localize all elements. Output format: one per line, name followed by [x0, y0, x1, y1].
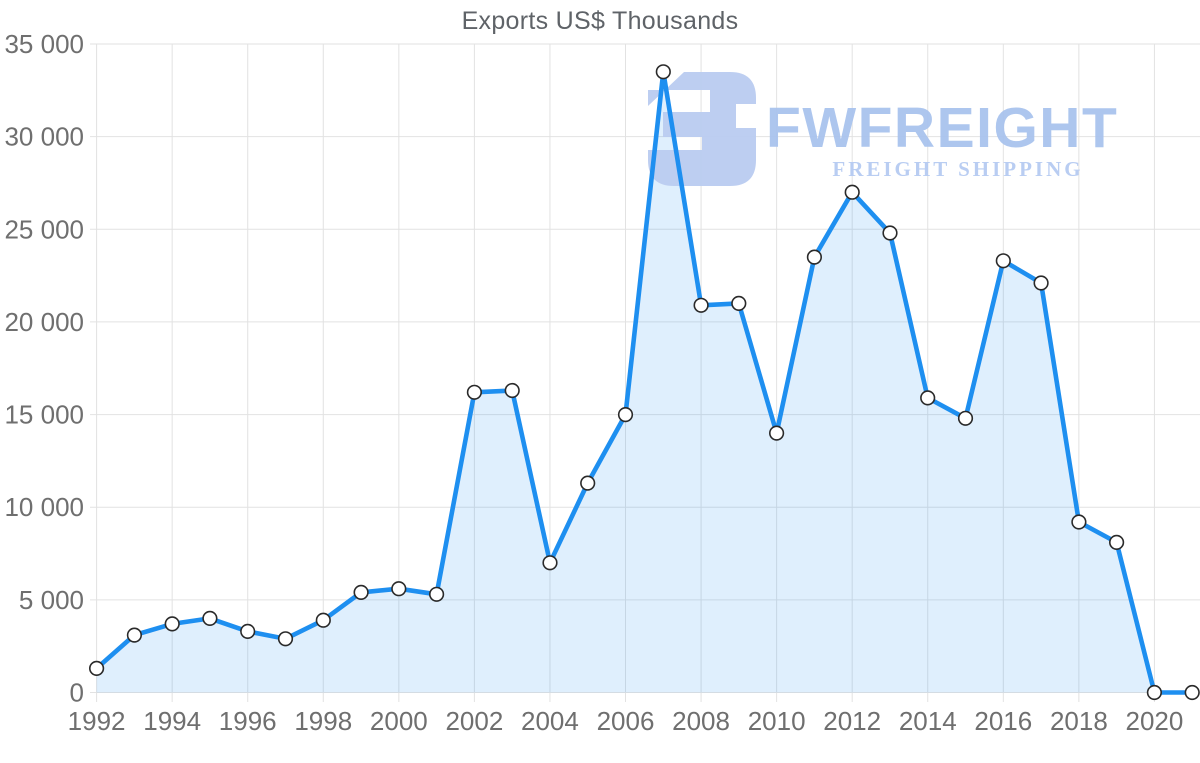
data-point-2005[interactable]: [580, 475, 596, 491]
data-point-1997[interactable]: [277, 631, 294, 647]
y-tick-label: 20 000: [4, 307, 84, 337]
data-point-2012[interactable]: [844, 184, 860, 200]
data-point-1998[interactable]: [315, 612, 331, 628]
data-point-1995[interactable]: [202, 610, 218, 627]
data-point-2014[interactable]: [920, 390, 936, 406]
x-tick-label: 2018: [1050, 706, 1108, 736]
x-tick-label: 2012: [823, 706, 881, 736]
data-point-2019[interactable]: [1108, 534, 1125, 551]
data-point-1994[interactable]: [164, 616, 180, 632]
watermark-brand-text: FWFREIGHT: [766, 96, 1118, 160]
data-point-2015[interactable]: [957, 410, 974, 426]
x-tick-label: 2008: [672, 706, 730, 736]
series-area: [96, 71, 1193, 693]
y-tick-label: 30 000: [4, 122, 84, 152]
data-point-2020[interactable]: [1146, 684, 1162, 701]
data-point-2010[interactable]: [768, 425, 785, 441]
y-tick-label: 10 000: [4, 492, 84, 522]
data-point-2009[interactable]: [731, 295, 747, 312]
data-point-2001[interactable]: [429, 586, 445, 602]
y-tick-label: 15 000: [4, 400, 84, 430]
x-tick-label: 2016: [974, 706, 1032, 736]
data-point-markers: [88, 64, 1200, 701]
watermark-tagline-text: FREIGHT SHIPPING: [832, 157, 1083, 181]
data-point-2002[interactable]: [466, 384, 483, 400]
data-point-2011[interactable]: [806, 249, 823, 265]
gridlines: [90, 43, 1200, 702]
x-tick-label: 2014: [899, 706, 957, 736]
data-point-1999[interactable]: [353, 584, 369, 601]
data-point-2008[interactable]: [693, 297, 709, 313]
x-axis-tick-labels: 1992 1994 1996 1998 2000 2002 2004 2006 2008 2010…: [68, 706, 1184, 736]
data-point-1996[interactable]: [240, 623, 256, 640]
x-tick-label: 2000: [370, 706, 428, 736]
x-tick-label: 2002: [445, 706, 503, 736]
data-point-2006[interactable]: [617, 407, 634, 423]
x-tick-label: 1996: [219, 706, 277, 736]
data-point-2021[interactable]: [1184, 684, 1200, 701]
x-tick-label: 1994: [143, 706, 201, 736]
y-tick-label: 5 000: [19, 585, 84, 615]
x-tick-label: 2006: [597, 706, 655, 736]
y-axis-tick-labels: 0 5 000 10 000 15 000 20 000 25 000 30 000 35 0…: [4, 29, 84, 708]
x-tick-label: 1998: [294, 706, 352, 736]
data-point-2017[interactable]: [1033, 275, 1049, 291]
y-tick-label: 35 000: [4, 29, 84, 59]
data-point-2003[interactable]: [504, 382, 520, 399]
data-point-1993[interactable]: [126, 627, 142, 643]
chart-title: Exports US$ Thousands: [461, 7, 739, 35]
data-point-2004[interactable]: [542, 555, 558, 571]
x-tick-label: 2004: [521, 706, 579, 736]
watermark: FWFREIGHT FREIGHT SHIPPING: [648, 72, 1118, 186]
y-tick-label: 25 000: [4, 214, 84, 244]
data-point-2000[interactable]: [391, 581, 407, 597]
data-point-2007[interactable]: [655, 64, 671, 80]
data-point-2013[interactable]: [882, 225, 898, 241]
x-tick-label: 2020: [1125, 706, 1183, 736]
x-tick-label: 2010: [748, 706, 806, 736]
data-point-2016[interactable]: [995, 253, 1011, 269]
series-area-group: [96, 71, 1193, 693]
data-point-2018[interactable]: [1071, 514, 1087, 530]
data-point-1992[interactable]: [88, 660, 105, 677]
x-tick-label: 1992: [68, 706, 126, 736]
y-tick-label: 0: [70, 678, 84, 708]
